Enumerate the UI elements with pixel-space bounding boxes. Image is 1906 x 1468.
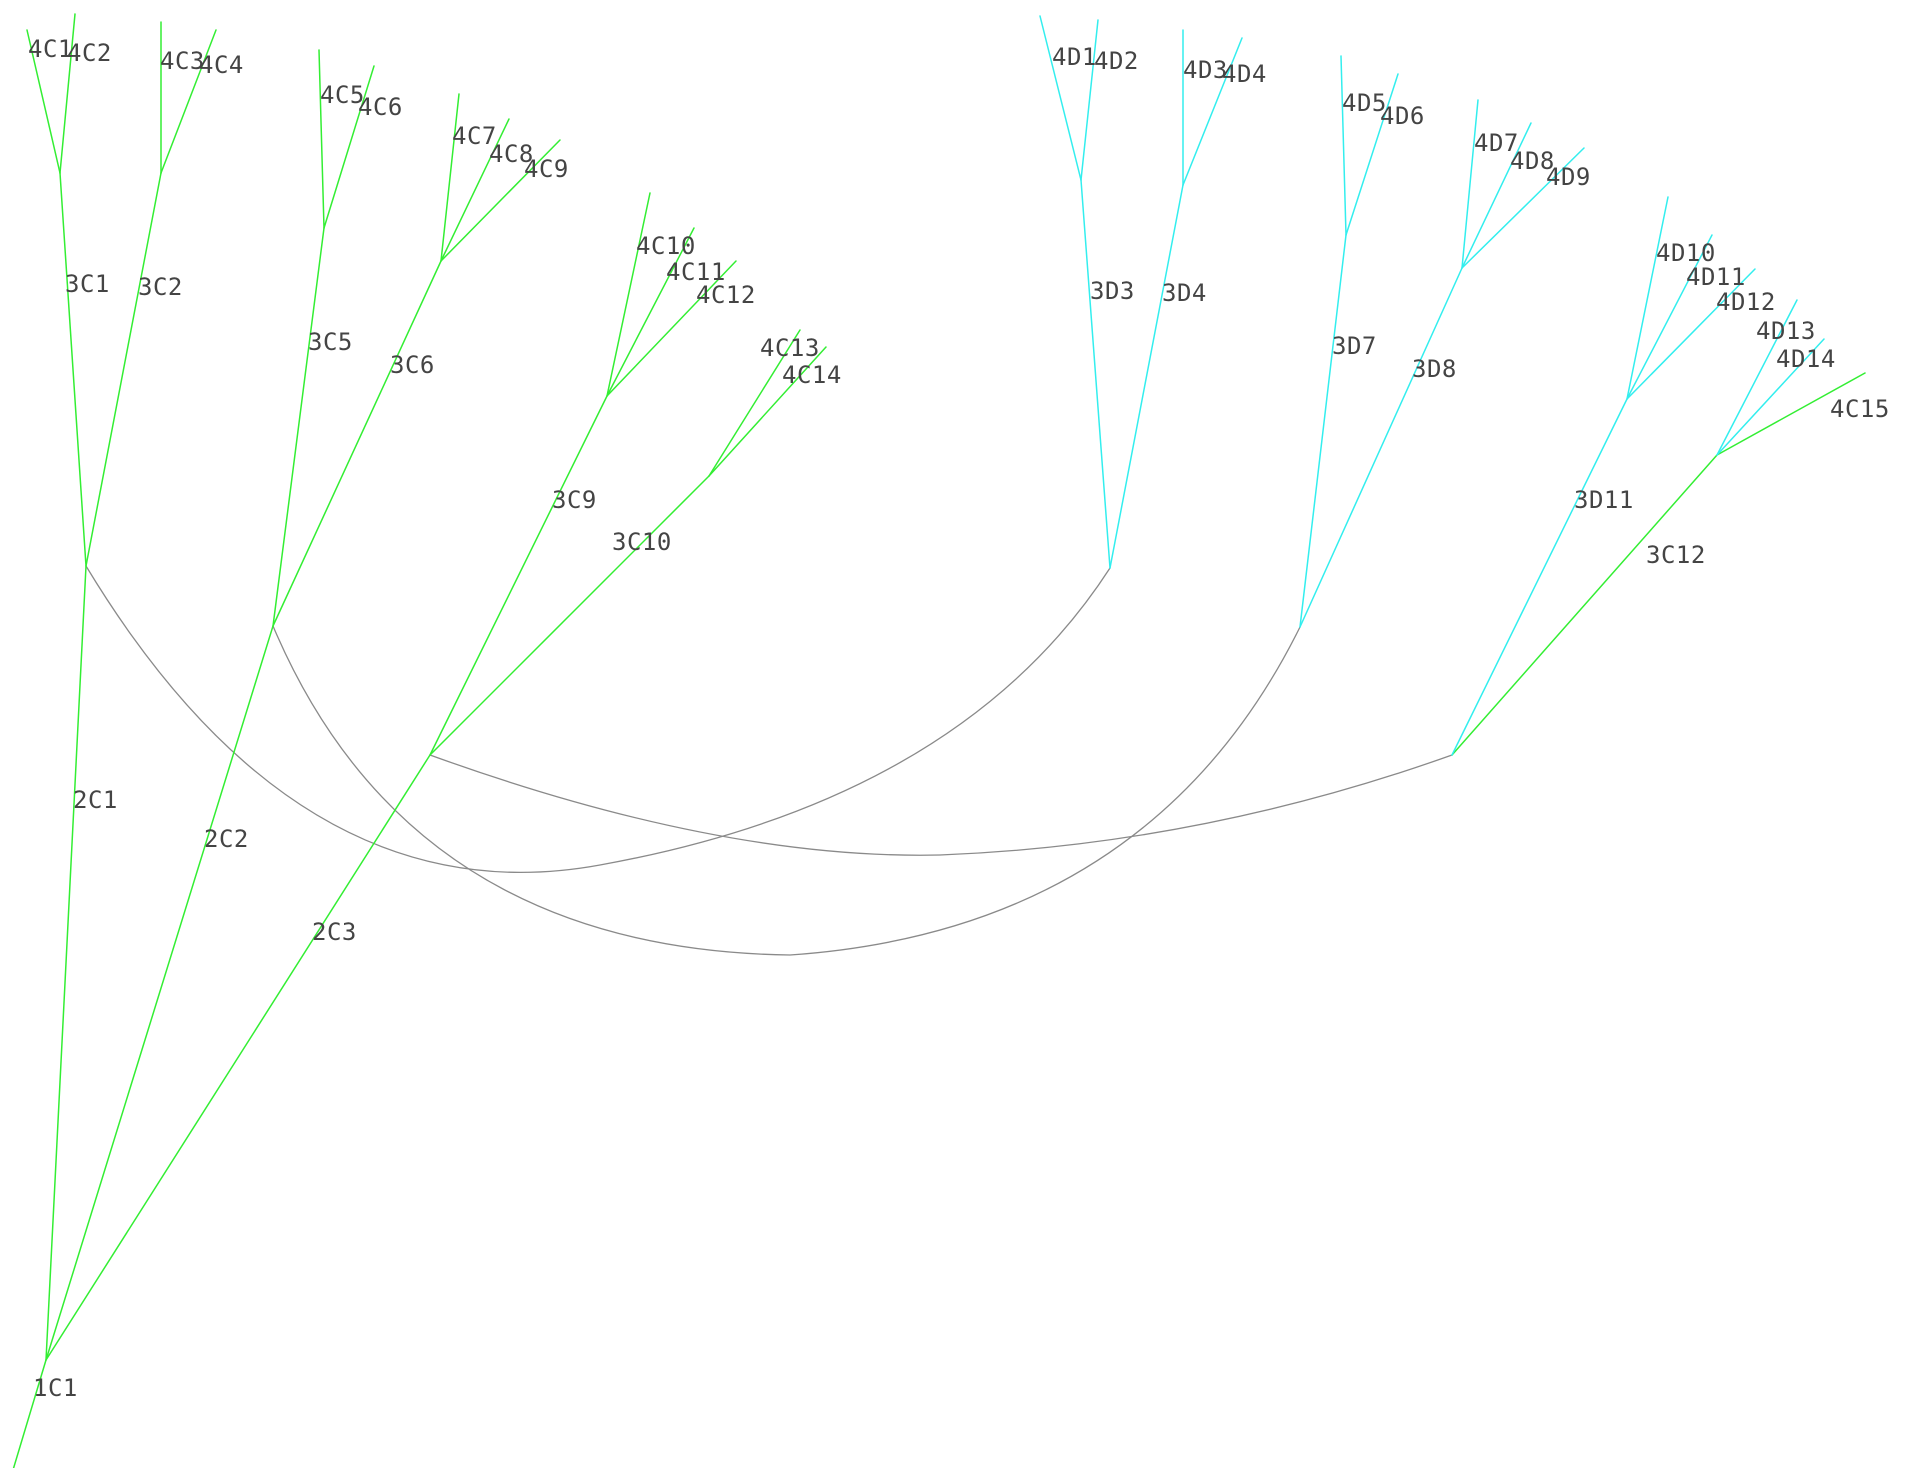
label-4D7: 4D7	[1474, 129, 1519, 157]
label-4C15: 4C15	[1830, 395, 1890, 423]
branch-3D7	[1299, 234, 1347, 628]
label-1C1: 1C1	[33, 1374, 78, 1402]
branch-4D4	[1182, 37, 1243, 186]
label-4D8: 4D8	[1510, 147, 1555, 175]
branch-3C10	[429, 475, 710, 756]
label-2C1: 2C1	[73, 786, 118, 814]
label-3D7: 3D7	[1332, 332, 1377, 360]
branch-3D8	[1299, 267, 1463, 628]
label-4C2: 4C2	[67, 39, 112, 67]
branch-4D2	[1080, 19, 1099, 181]
branch-4D1	[1039, 15, 1082, 181]
cyan-branches	[1039, 15, 1825, 756]
label-4D11: 4D11	[1686, 263, 1746, 291]
label-4D14: 4D14	[1776, 345, 1836, 373]
label-3C10: 3C10	[612, 528, 672, 556]
label-3C1: 3C1	[65, 270, 110, 298]
label-4D2: 4D2	[1094, 47, 1139, 75]
branch-3C12	[1451, 454, 1718, 756]
branch-4D8	[1461, 122, 1532, 269]
branch-4C1	[26, 29, 61, 174]
label-3C2: 3C2	[138, 273, 183, 301]
label-4C10: 4C10	[636, 232, 696, 260]
connector-arc-3C1-3D3	[85, 565, 1111, 873]
branch-4C14	[708, 346, 827, 477]
branch-4D12	[1626, 268, 1756, 400]
branch-3C2	[85, 172, 162, 567]
label-3D4: 3D4	[1162, 279, 1207, 307]
label-4C3: 4C3	[160, 47, 205, 75]
branch-2C2	[45, 625, 274, 1361]
branch-2C3	[45, 754, 431, 1361]
label-3D8: 3D8	[1412, 355, 1457, 383]
label-3C9: 3C9	[552, 486, 597, 514]
branch-3D11	[1451, 398, 1628, 756]
label-3C6: 3C6	[390, 351, 435, 379]
branch-4D6	[1345, 73, 1399, 236]
label-4D4: 4D4	[1222, 60, 1267, 88]
label-4D13: 4D13	[1756, 317, 1816, 345]
connector-arc-3C5-3D7	[272, 625, 1301, 956]
branch-3D4	[1109, 184, 1184, 569]
branch-4C8	[440, 118, 510, 262]
branch-4C10	[606, 192, 651, 397]
branch-labels: 1C1 2C1 2C2 2C3 3C1 3C2 3C5 3C6 3C9 3C10…	[28, 35, 1890, 1402]
label-4C14: 4C14	[782, 361, 842, 389]
branch-4D14	[1716, 338, 1825, 456]
label-4D6: 4D6	[1380, 102, 1425, 130]
label-4D3: 4D3	[1183, 56, 1228, 84]
branch-3C5	[272, 227, 325, 627]
branch-4C15	[1716, 372, 1866, 456]
label-4C11: 4C11	[666, 258, 726, 286]
branch-4D10	[1626, 196, 1669, 400]
branch-4D7	[1461, 99, 1479, 269]
label-4D9: 4D9	[1546, 163, 1591, 191]
branch-4C4	[160, 29, 217, 174]
branch-4D9	[1461, 147, 1585, 269]
branch-4C7	[440, 93, 460, 262]
branch-3C6	[272, 260, 442, 627]
label-3C12: 3C12	[1646, 541, 1706, 569]
branch-4C12	[606, 260, 737, 397]
green-branches	[12, 13, 1866, 1468]
branch-4C11	[606, 227, 695, 397]
label-4D1: 4D1	[1052, 43, 1097, 71]
label-4C9: 4C9	[524, 155, 569, 183]
branch-4C6	[323, 65, 375, 229]
branch-3C9	[429, 395, 608, 756]
connector-arcs	[85, 565, 1453, 956]
label-4C1: 4C1	[28, 35, 73, 63]
branch-4D13	[1716, 299, 1798, 456]
label-4D12: 4D12	[1716, 288, 1776, 316]
label-4C5: 4C5	[320, 81, 365, 109]
connector-arc-3C9-3D11	[429, 754, 1453, 856]
label-4C6: 4C6	[358, 93, 403, 121]
branch-4C5	[318, 49, 325, 229]
label-4C7: 4C7	[452, 122, 497, 150]
branch-4C9	[440, 139, 561, 262]
branch-1C1	[12, 1359, 47, 1468]
label-3D11: 3D11	[1574, 486, 1634, 514]
label-2C3: 2C3	[312, 918, 357, 946]
label-4C8: 4C8	[489, 140, 534, 168]
branch-4C13	[708, 329, 801, 477]
label-4C12: 4C12	[696, 281, 756, 309]
branch-2C1	[45, 565, 87, 1361]
label-2C2: 2C2	[204, 825, 249, 853]
branch-4D5	[1340, 55, 1347, 236]
branch-3C1	[59, 172, 87, 567]
branch-4C2	[59, 13, 76, 174]
branch-4D11	[1626, 234, 1713, 400]
label-3D3: 3D3	[1090, 277, 1135, 305]
label-4C13: 4C13	[760, 334, 820, 362]
label-4C4: 4C4	[199, 51, 244, 79]
label-4D10: 4D10	[1656, 239, 1716, 267]
label-3C5: 3C5	[308, 328, 353, 356]
branch-3D3	[1080, 179, 1111, 569]
label-4D5: 4D5	[1342, 89, 1387, 117]
